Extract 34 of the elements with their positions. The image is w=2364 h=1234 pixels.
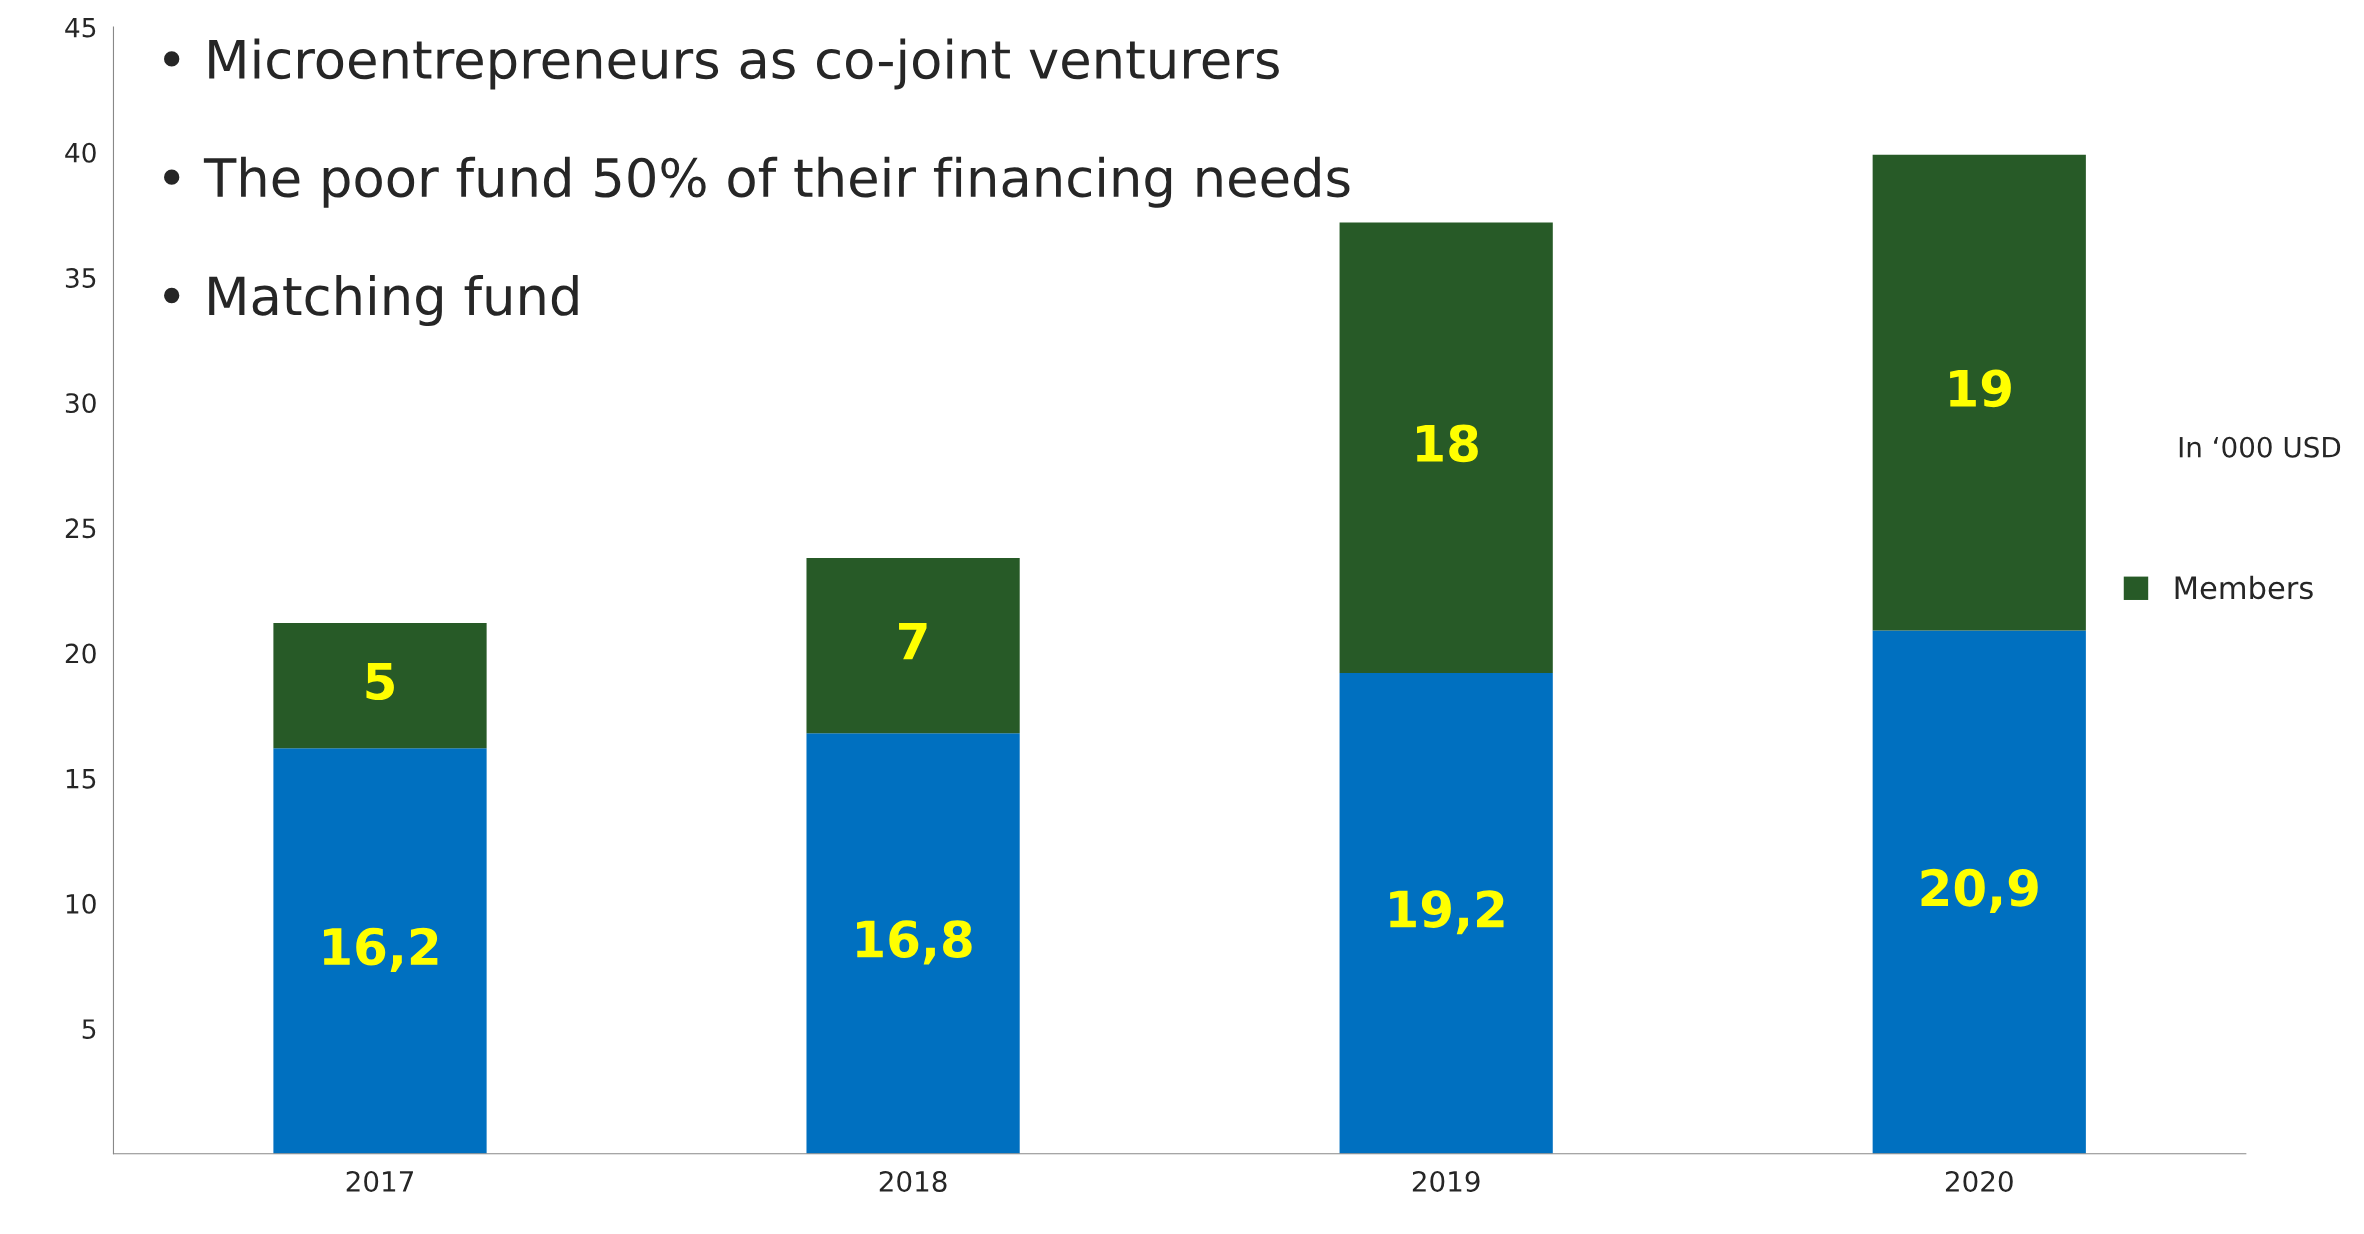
bar [1872,630,2086,1154]
data-label: 19 [1950,369,2011,408]
bar [1339,673,1553,1154]
bar [1339,222,1553,674]
bar [273,623,487,749]
annotation: • Microentrepreneurs as co-joint venturers [164,38,1279,90]
y-tick-label: 10 [66,893,96,914]
bar [273,748,487,1154]
data-label: 20,9 [1921,868,2038,914]
x-tick-label: 2019 [1412,1170,1480,1192]
annotation: • Matching fund [164,275,578,327]
y-tick-label: 40 [65,142,96,163]
data-label: 19,2 [1390,890,1504,935]
data-label: 18 [1417,424,1478,463]
y-tick-label: 30 [65,393,96,414]
y-tick-label: 15 [66,769,96,789]
data-label: 16,8 [857,920,972,965]
y-tick-label: 20 [65,643,96,664]
x-tick-label: 2017 [346,1170,413,1192]
legend-label: Members [2175,575,2313,600]
bar [806,733,1020,1154]
annotation: In ‘000 USD [2179,436,2341,458]
y-tick-label: 45 [65,17,96,38]
x-tick-label: 2018 [879,1170,947,1192]
y-tick-label: 25 [65,518,96,539]
bar [1872,154,2086,631]
annotation: • The poor fund 50% of their financing needs [164,156,1350,208]
data-label: 5 [366,662,394,701]
data-label: 16,2 [323,927,438,972]
y-tick-label: 5 [82,1019,96,1040]
bar [806,557,1020,734]
data-label: 7 [899,622,927,660]
x-tick-label: 2020 [1945,1170,2013,1192]
y-tick-label: 35 [65,267,96,288]
